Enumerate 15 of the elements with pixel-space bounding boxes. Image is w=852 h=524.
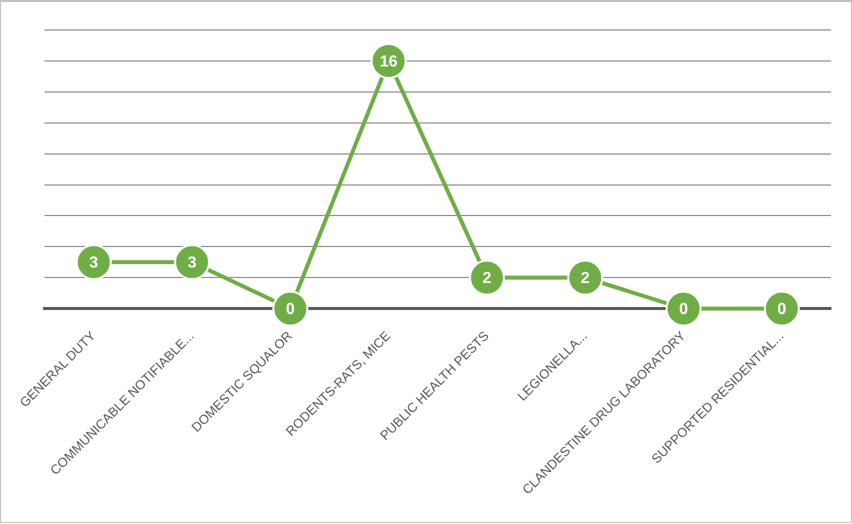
data-label: 0 [286, 301, 295, 318]
data-label: 0 [777, 301, 786, 318]
point [468, 260, 505, 296]
data-label: 0 [679, 301, 688, 318]
data-label: 2 [482, 270, 492, 288]
point [764, 290, 800, 327]
data-label: 2 [580, 270, 590, 288]
point [272, 290, 308, 327]
point [76, 244, 112, 280]
data-label: 3 [89, 254, 98, 272]
data-label: 3 [188, 254, 197, 272]
point [174, 244, 210, 280]
point [567, 260, 604, 296]
data-label: 16 [380, 53, 398, 70]
point [666, 290, 702, 327]
